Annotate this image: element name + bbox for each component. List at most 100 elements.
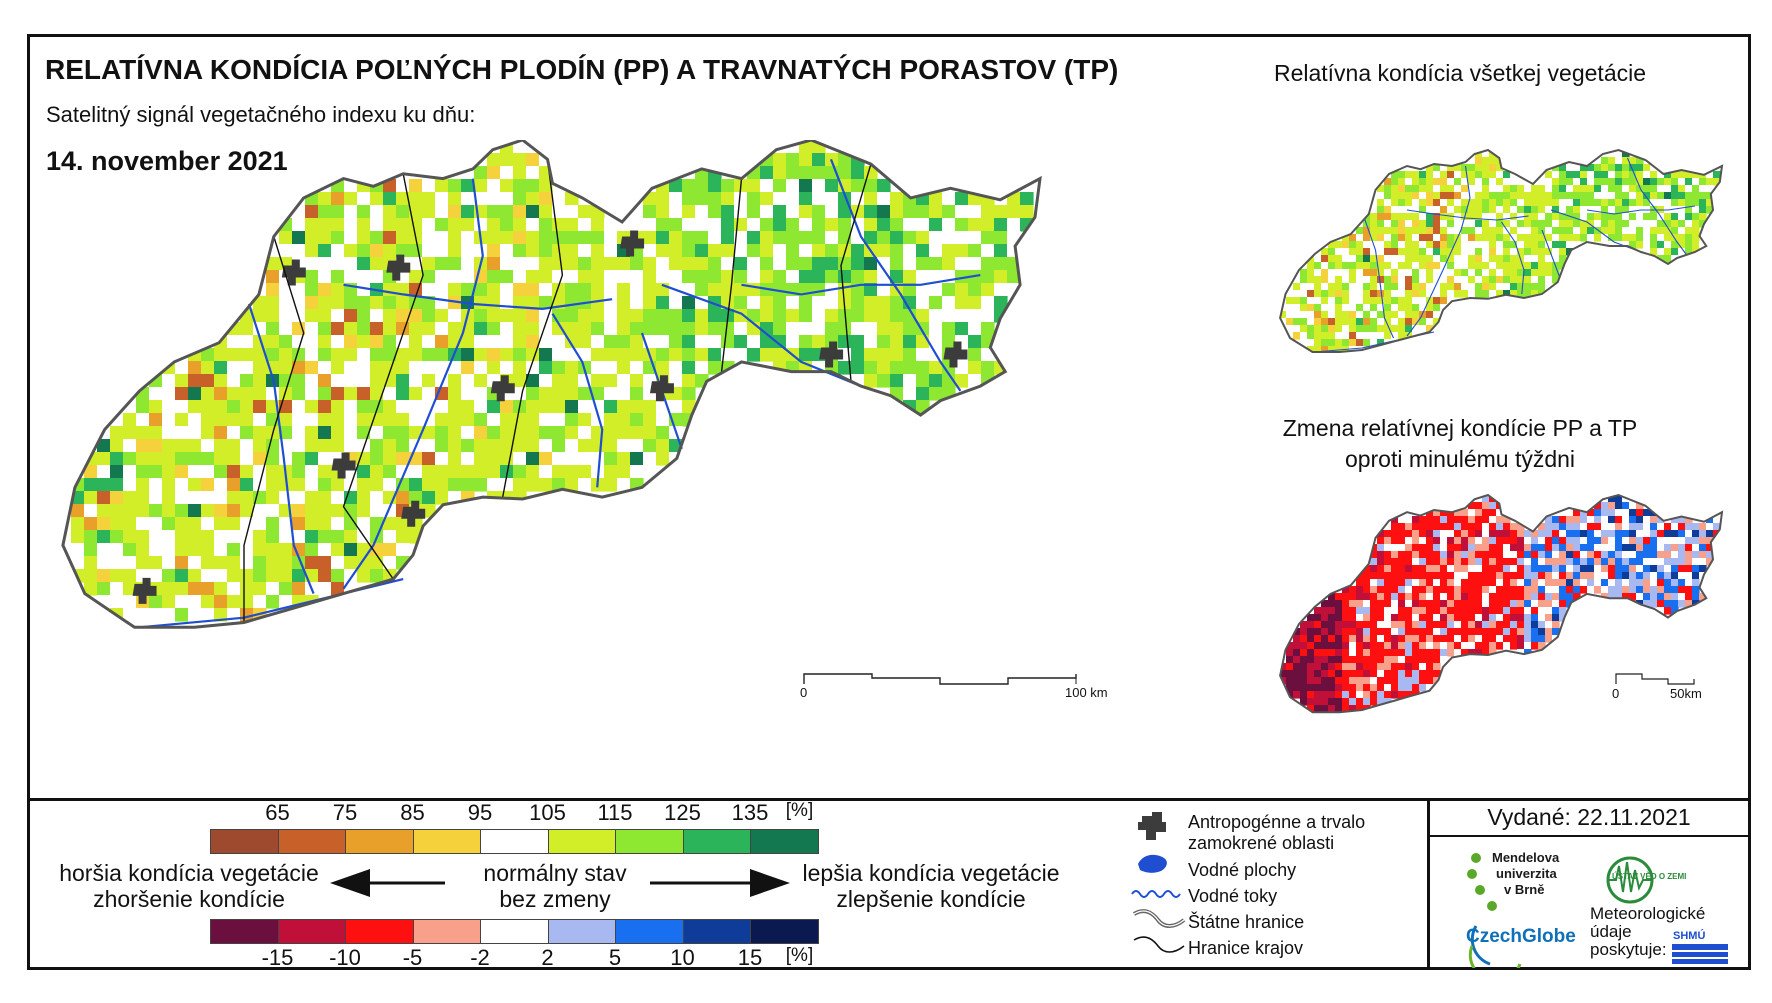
- map-pixel: [1510, 579, 1518, 587]
- map-pixel: [1468, 537, 1476, 545]
- map-pixel: [1363, 311, 1371, 319]
- map-pixel: [461, 231, 475, 245]
- region-border-line: [342, 173, 424, 580]
- map-pixel: [123, 556, 137, 570]
- map-pixel: [1447, 283, 1455, 291]
- map-pixel: [1657, 178, 1665, 186]
- map-pixel: [955, 361, 969, 375]
- map-pixel: [1482, 150, 1490, 158]
- map-pixel: [1461, 558, 1469, 566]
- map-pixel: [370, 452, 384, 466]
- map-pixel: [1363, 283, 1371, 291]
- map-pixel: [1552, 523, 1560, 531]
- map-pixel: [1370, 635, 1378, 643]
- map-pixel: [1489, 509, 1497, 517]
- map-pixel: [591, 322, 605, 336]
- legend-swatch: [615, 919, 684, 944]
- map-pixel: [630, 348, 644, 362]
- map-pixel: [591, 257, 605, 271]
- urban-area: [281, 259, 306, 286]
- map-pixel: [1440, 164, 1448, 172]
- map-pixel: [1608, 593, 1616, 601]
- map-pixel: [981, 205, 995, 219]
- map-pixel: [513, 387, 527, 401]
- map-pixel: [1321, 276, 1329, 284]
- map-pixel: [799, 257, 813, 271]
- map-pixel: [1307, 332, 1315, 340]
- map-pixel: [149, 452, 163, 466]
- map-pixel: [253, 452, 267, 466]
- map-pixel: [1419, 185, 1427, 193]
- map-pixel: [1426, 297, 1434, 305]
- map-pixel: [474, 348, 488, 362]
- map-pixel: [1559, 614, 1567, 622]
- map-pixel: [136, 478, 150, 492]
- map-pixel: [227, 413, 241, 427]
- map-pixel: [1482, 516, 1490, 524]
- map-pixel: [292, 491, 306, 505]
- map-pixel: [591, 218, 605, 232]
- map-pixel: [1503, 178, 1511, 186]
- map-pixel: [1475, 276, 1483, 284]
- map-pixel: [1398, 283, 1406, 291]
- map-pixel: [968, 218, 982, 232]
- map-pixel: [175, 426, 189, 440]
- map-pixel: [1692, 579, 1700, 587]
- map-pixel: [1503, 565, 1511, 573]
- map-pixel: [1321, 304, 1329, 312]
- map-pixel: [1363, 649, 1371, 657]
- map-pixel: [799, 205, 813, 219]
- map-pixel: [1328, 642, 1336, 650]
- map-pixel: [1496, 572, 1504, 580]
- map-pixel: [214, 439, 228, 453]
- map-pixel: [565, 270, 579, 284]
- map-pixel: [1321, 255, 1329, 263]
- map-pixel: [422, 374, 436, 388]
- map-pixel: [1559, 544, 1567, 552]
- map-pixel: [799, 166, 813, 180]
- map-pixel: [1608, 544, 1616, 552]
- map-pixel: [1391, 304, 1399, 312]
- map-pixel: [1328, 684, 1336, 692]
- map-pixel: [1384, 628, 1392, 636]
- map-pixel: [331, 478, 345, 492]
- map-pixel: [240, 491, 254, 505]
- river-line: [1586, 205, 1696, 215]
- map-pixel: [1489, 262, 1497, 270]
- map-pixel: [1622, 199, 1630, 207]
- map-pixel: [1398, 318, 1406, 326]
- map-pixel: [97, 543, 111, 557]
- map-pixel: [552, 361, 566, 375]
- map-pixel: [526, 309, 540, 323]
- map-pixel: [1321, 691, 1329, 699]
- map-pixel: [1482, 530, 1490, 538]
- map-pixel: [240, 439, 254, 453]
- map-pixel: [500, 153, 514, 167]
- map-pixel: [760, 179, 774, 193]
- map-pixel: [773, 218, 787, 232]
- map-pixel: [1370, 614, 1378, 622]
- map-pixel: [1510, 565, 1518, 573]
- map-pixel: [1468, 255, 1476, 263]
- map-pixel: [1398, 649, 1406, 657]
- map-pixel: [1447, 199, 1455, 207]
- map-pixel: [1482, 290, 1490, 298]
- map-pixel: [864, 335, 878, 349]
- map-pixel: [1685, 565, 1693, 573]
- map-pixel: [877, 309, 891, 323]
- map-pixel: [1566, 234, 1574, 242]
- map-pixel: [1328, 283, 1336, 291]
- map-pixel: [513, 309, 527, 323]
- map-pixel: [1426, 192, 1434, 200]
- map-pixel: [1356, 248, 1364, 256]
- map-pixel: [240, 465, 254, 479]
- map-pixel: [955, 192, 969, 206]
- map-pixel: [747, 179, 761, 193]
- map-pixel: [1440, 283, 1448, 291]
- map-pixel: [1356, 691, 1364, 699]
- map-pixel: [305, 257, 319, 271]
- map-pixel: [1412, 318, 1420, 326]
- map-pixel: [1461, 614, 1469, 622]
- map-pixel: [344, 413, 358, 427]
- map-pixel: [1314, 684, 1322, 692]
